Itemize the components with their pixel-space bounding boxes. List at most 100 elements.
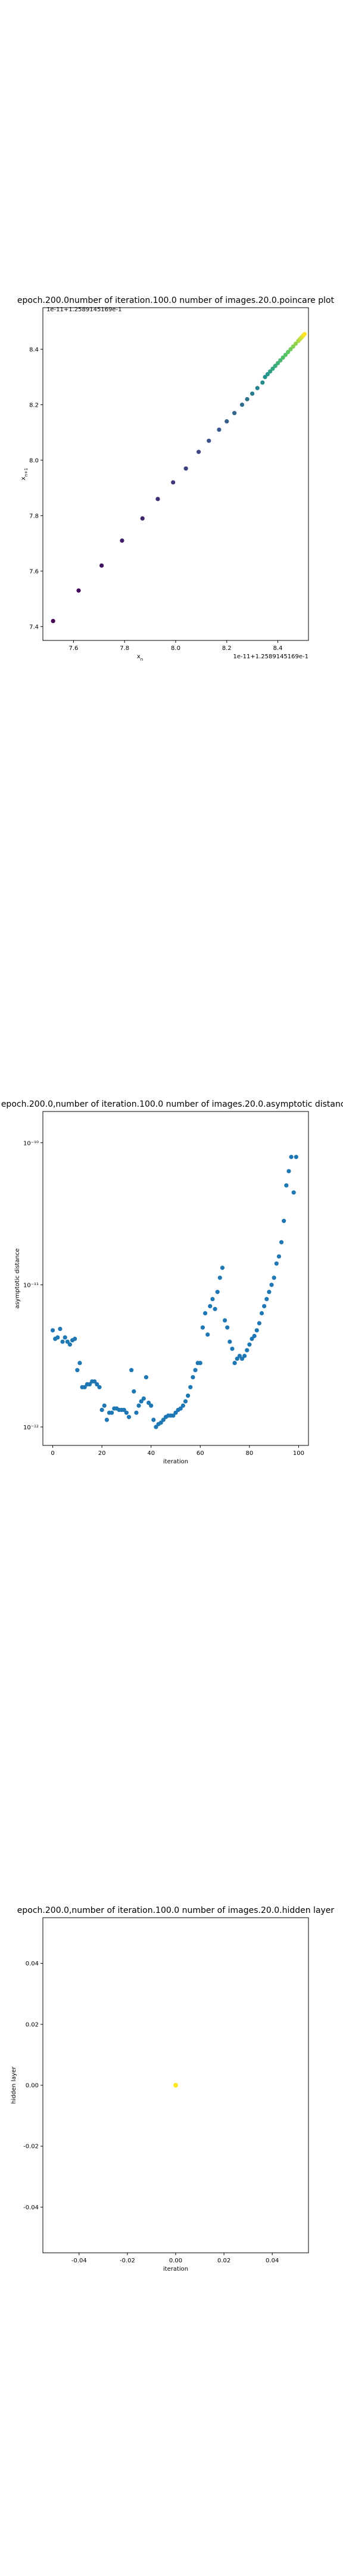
asymptotic-point [193,1368,198,1373]
asymptotic-point [60,1339,65,1344]
asymptotic-point [274,1261,279,1266]
poincare-xtick-label: 8.0 [171,645,180,652]
hidden-layer-xtick-label: 0.04 [266,2258,279,2264]
asymptotic-point [291,1190,296,1195]
hidden-layer-xtick-label: 0.00 [169,2258,182,2264]
asymptotic-point [217,1275,222,1280]
asymptotic-ylabel: asymptotic distance [14,1248,21,1308]
asymptotic-point [95,1382,99,1387]
asymptotic-ytick-label: 10⁻¹¹ [23,1283,39,1289]
asymptotic-point [158,1420,163,1425]
asymptotic-point [220,1265,225,1270]
asymptotic-ytick-label: 10⁻¹² [23,1425,39,1431]
asymptotic-point [267,1290,272,1295]
asymptotic-xtick-label: 100 [293,1450,304,1457]
poincare-point [51,618,55,624]
poincare-point [155,497,160,501]
asymptotic-point [50,1328,55,1333]
asymptotic-point [237,1354,242,1358]
asymptotic-point [198,1361,202,1366]
asymptotic-point [129,1368,134,1373]
poincare-point [207,438,211,443]
asymptotic-point [55,1335,60,1340]
asymptotic-point [161,1417,166,1422]
asymptotic-point [173,1410,178,1415]
asymptotic-point [225,1325,230,1330]
asymptotic-point [121,1407,126,1413]
asymptotic-point [183,1399,188,1404]
hidden-layer-plot: epoch.200.0,number of iteration.100.0 nu… [11,1906,334,2272]
hidden-layer-ylabel: hidden layer [11,2066,17,2104]
poincare-ytick-label: 7.6 [29,568,39,575]
asymptotic-point [294,1154,298,1159]
asymptotic-point [139,1399,144,1404]
asymptotic-point [65,1339,70,1344]
poincare-point [291,344,295,349]
hidden-layer-ytick-label: 0.02 [26,2021,39,2028]
hidden-layer-title: epoch.200.0,number of iteration.100.0 nu… [17,1906,335,1915]
asymptotic-point [259,1311,264,1315]
asymptotic-point [272,1275,276,1280]
poincare-point [120,538,124,543]
asymptotic-point [149,1403,154,1408]
hidden-layer-xtick-label: -0.02 [120,2258,135,2264]
poincare-point [263,374,267,379]
asymptotic-distance-plot: epoch.200.0,number of iteration.100.0 nu… [1,1100,343,1465]
asymptotic-point [242,1354,247,1358]
asymptotic-point [191,1375,195,1380]
poincare-xtick-label: 8.4 [273,645,283,652]
poincare-ytick-label: 8.4 [29,346,39,353]
poincare-axes-frame [42,307,309,641]
poincare-ylabel: xn+1 [20,468,29,481]
asymptotic-point [250,1336,254,1341]
poincare-point [171,480,176,485]
poincare-point [270,366,275,371]
asymptotic-point [188,1385,193,1389]
asymptotic-point [257,1321,262,1326]
asymptotic-point [210,1296,215,1302]
asymptotic-point [245,1348,250,1352]
poincare-point [255,386,260,391]
asymptotic-point [144,1375,149,1380]
asymptotic-point [178,1406,183,1411]
asymptotic-point [264,1296,269,1302]
hidden-layer-ytick-label: -0.02 [23,2144,39,2150]
poincare-point [239,402,245,407]
asymptotic-point [262,1304,267,1309]
hidden-layer-xlabel: iteration [163,2266,188,2272]
poincare-point [286,349,291,355]
asymptotic-point [134,1410,139,1415]
hidden-layer-xtick-label: 0.02 [217,2258,230,2264]
asymptotic-point [136,1403,141,1408]
poincare-point [224,419,229,424]
asymptotic-point [73,1336,77,1341]
asymptotic-point [124,1410,129,1415]
asymptotic-xtick-label: 60 [197,1450,204,1457]
asymptotic-point [222,1318,227,1323]
asymptotic-title: epoch.200.0,number of iteration.100.0 nu… [1,1100,343,1109]
asymptotic-point [146,1400,151,1405]
asymptotic-point [67,1342,73,1347]
asymptotic-point [252,1333,257,1339]
asymptotic-point [132,1389,136,1394]
hidden-layer-ytick-label: 0.00 [26,2083,39,2089]
asymptotic-xlabel: iteration [163,1459,188,1465]
asymptotic-point [254,1328,259,1333]
poincare-point [183,466,188,471]
asymptotic-point [208,1304,213,1309]
poincare-point [217,428,222,432]
asymptotic-point [202,1311,208,1315]
asymptotic-point [82,1385,87,1389]
asymptotic-point [286,1169,291,1174]
asymptotic-point [239,1357,245,1361]
poincare-ytick-label: 8.0 [29,457,39,464]
poincare-point [280,355,285,360]
asymptotic-point [97,1385,102,1389]
poincare-point [250,391,255,396]
asymptotic-point [282,1218,286,1224]
asymptotic-point [230,1346,235,1351]
hidden-layer-ytick-label: 0.04 [26,1961,39,1967]
poincare-point [76,588,81,593]
asymptotic-point [141,1396,146,1401]
